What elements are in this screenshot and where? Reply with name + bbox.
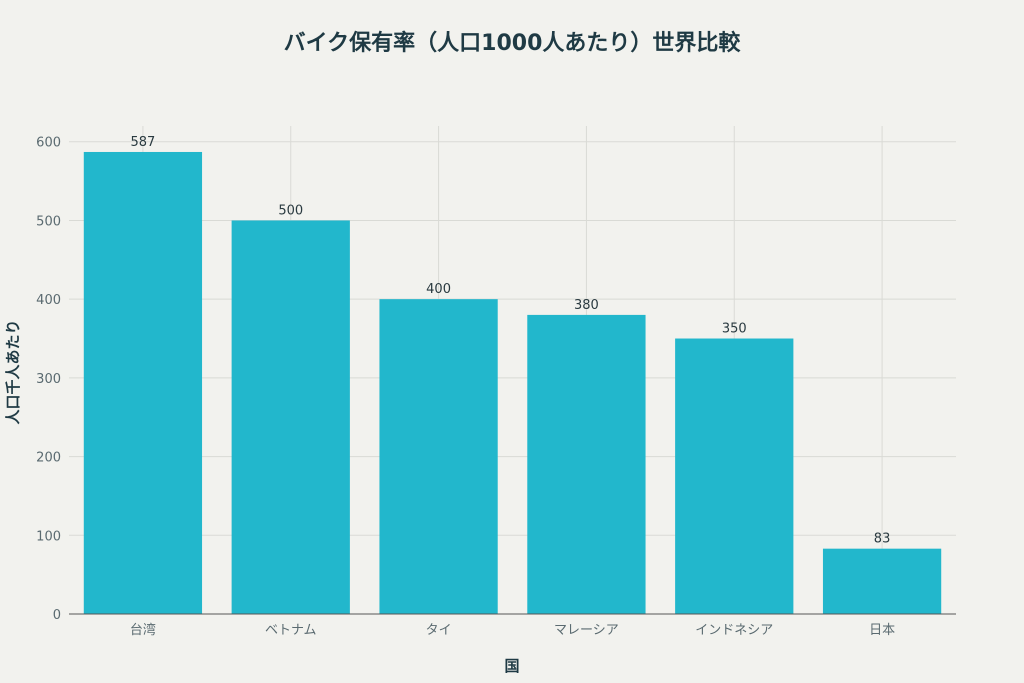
y-tick-label: 600 — [36, 136, 61, 151]
bar[interactable] — [527, 314, 646, 614]
x-tick-label: マレーシア — [554, 623, 619, 638]
y-axis-title: 人口千人あたり — [4, 319, 22, 424]
bar[interactable] — [822, 548, 942, 614]
bar[interactable] — [379, 299, 498, 614]
bar[interactable] — [231, 220, 350, 615]
y-tick-label: 500 — [36, 214, 61, 229]
y-tick-label: 100 — [36, 529, 61, 544]
bar-value-label: 380 — [574, 298, 599, 313]
x-tick-label: インドネシア — [695, 623, 773, 638]
chart-title: バイク保有率（人口1000人あたり）世界比較 — [284, 30, 742, 56]
x-tick-label: ベトナム — [265, 623, 317, 638]
y-tick-label: 200 — [36, 451, 61, 466]
bar-value-label: 400 — [426, 282, 451, 297]
ticks-layer: 0 100 200 300 400 500 600 台湾 ベトナム タイ マレーシア インドネシア 日本 — [36, 136, 956, 638]
y-tick-label: 300 — [36, 372, 61, 387]
bar-value-label: 587 — [131, 135, 156, 150]
bar[interactable] — [83, 151, 203, 615]
bar-value-label: 350 — [722, 322, 747, 337]
x-tick-label: 日本 — [869, 623, 895, 638]
y-tick-label: 0 — [53, 608, 61, 623]
x-tick-label: 台湾 — [130, 622, 156, 638]
bar-value-label: 83 — [874, 532, 891, 547]
bars-layer — [83, 151, 942, 615]
x-tick-label: タイ — [426, 623, 452, 638]
labels-layer: 587 500 400 380 350 83 — [131, 135, 891, 547]
y-tick-label: 400 — [36, 293, 61, 308]
bar-value-label: 500 — [278, 203, 303, 218]
bar[interactable] — [675, 338, 794, 614]
x-axis-title: 国 — [504, 657, 519, 675]
